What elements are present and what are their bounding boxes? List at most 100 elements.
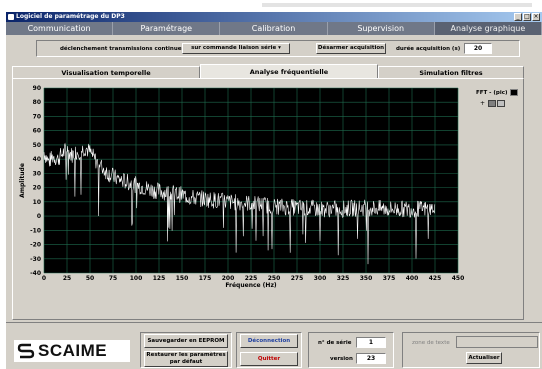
text-zone-group [402, 332, 540, 368]
subtab-label: Analyse fréquentielle [249, 68, 329, 76]
y-tick-label: 50 [33, 142, 41, 149]
tab-calibration[interactable]: Calibration [220, 22, 328, 35]
acquisition-button-label: Désarmer acquisition [317, 45, 385, 51]
y-tick-label: 60 [33, 128, 41, 135]
x-tick-label: 25 [63, 275, 71, 282]
y-tick-label: -30 [30, 256, 41, 263]
x-tick-label: 250 [268, 275, 281, 282]
disconnect-button[interactable]: Déconnection [240, 334, 298, 348]
tab-communication[interactable]: Communication [6, 22, 114, 35]
y-tick-label: 30 [33, 170, 41, 177]
scaime-logo-icon [17, 343, 35, 359]
disconnect-label: Déconnection [247, 338, 291, 344]
x-tick-label: 150 [176, 275, 189, 282]
maximize-icon[interactable]: □ [523, 13, 531, 21]
refresh-button[interactable]: Actualiser [466, 352, 502, 364]
serial-field: 1 [356, 337, 386, 348]
legend-swatch[interactable] [510, 89, 518, 96]
restore-label-line1: Restaurer les paramètres [146, 352, 226, 358]
x-tick-label: 50 [86, 275, 94, 282]
connection-group [236, 332, 302, 368]
minimize-icon[interactable]: _ [514, 13, 522, 21]
tab-analyse-graphique[interactable]: Analyse graphique [434, 22, 542, 35]
quit-label: Quitter [257, 356, 281, 362]
app-icon [8, 14, 14, 20]
tab-simulation-filtres[interactable]: Simulation filtres [378, 66, 524, 78]
title-bar: Logiciel de paramétrage du DP3 _ □ × [6, 12, 542, 22]
x-tick-label: 300 [314, 275, 327, 282]
pan-tool-icon[interactable] [497, 100, 505, 107]
text-zone-label: zone de texte [412, 340, 450, 346]
transmission-label: déclenchement transmissions continues [60, 46, 185, 52]
x-axis-label: Fréquence (Hz) [225, 282, 277, 289]
y-tick-label: -20 [30, 242, 41, 249]
x-tick-label: 75 [109, 275, 117, 282]
tab-panel [12, 78, 524, 320]
background-document-strip [252, 0, 542, 12]
tab-label: Communication [27, 24, 91, 33]
x-tick-label: 125 [153, 275, 166, 282]
chart-legend: FFT - (pic) + [474, 88, 518, 110]
window-title: Logiciel de paramétrage du DP3 [16, 13, 125, 20]
scaime-logo: SCAIME [14, 340, 130, 362]
y-tick-label: -40 [30, 270, 41, 277]
version-field: 23 [356, 353, 386, 364]
fft-chart: 0 25 50 75 100 125 150 175 200 225 250 275 300 325 350… [19, 85, 465, 289]
brand-name: SCAIME [38, 341, 108, 360]
y-axis-label: Amplitude [19, 163, 26, 198]
tab-label: Calibration [251, 24, 296, 33]
close-icon[interactable]: × [532, 13, 540, 21]
x-tick-label: 350 [360, 275, 373, 282]
x-tick-label: 325 [337, 275, 350, 282]
eeprom-group [140, 332, 232, 368]
transmission-select[interactable]: sur commande liaison série ▾ [182, 43, 290, 54]
device-info-group [308, 332, 394, 368]
restore-label-line2: par défaut [169, 359, 203, 365]
save-eeprom-button[interactable]: Sauvegarder en EEPROM [144, 334, 228, 348]
cursor-tool-icon[interactable]: + [480, 100, 486, 107]
x-tick-label: 400 [406, 275, 419, 282]
x-tick-label: 200 [222, 275, 235, 282]
x-tick-label: 425 [429, 275, 442, 282]
y-tick-label: 70 [33, 113, 41, 120]
transmission-value: sur commande liaison série [191, 45, 277, 51]
legend-series-label: FFT - (pic) [476, 90, 508, 96]
main-tab-bar: Communication Paramétrage Calibration Su… [6, 22, 542, 35]
text-zone-field[interactable] [456, 336, 538, 348]
y-tick-label: 40 [33, 156, 41, 163]
chevron-down-icon: ▾ [278, 45, 281, 51]
y-tick-label: 90 [33, 85, 41, 92]
y-tick-label: -10 [30, 227, 41, 234]
subtab-label: Simulation filtres [419, 69, 483, 77]
x-tick-label: 275 [291, 275, 304, 282]
subtab-label: Visualisation temporelle [61, 69, 151, 77]
x-tick-label: 100 [130, 275, 143, 282]
restore-defaults-button[interactable]: Restaurer les paramètres par défaut [144, 351, 228, 367]
tab-visualisation-temporelle[interactable]: Visualisation temporelle [12, 66, 200, 78]
tab-supervision[interactable]: Supervision [327, 22, 435, 35]
y-tick-label: 20 [33, 185, 41, 192]
serial-label: n° de série [318, 340, 352, 346]
acquisition-controls-group [36, 40, 520, 57]
save-eeprom-label: Sauvegarder en EEPROM [147, 338, 225, 344]
x-tick-label: 175 [199, 275, 212, 282]
x-tick-label: 0 [42, 275, 46, 282]
x-tick-label: 225 [245, 275, 258, 282]
tab-label: Paramétrage [140, 24, 193, 33]
y-tick-label: 10 [33, 199, 41, 206]
sub-tab-bar: Visualisation temporelle Analyse fréquen… [12, 64, 524, 78]
tab-label: Analyse graphique [450, 24, 526, 33]
tab-parametrage[interactable]: Paramétrage [113, 22, 221, 35]
duration-label: durée acquisition (s) [396, 46, 461, 52]
fft-trace-line [43, 142, 436, 265]
duration-field[interactable]: 20 [464, 43, 492, 54]
y-tick-label: 80 [33, 99, 41, 106]
quit-button[interactable]: Quitter [240, 352, 298, 366]
tab-analyse-frequentielle[interactable]: Analyse fréquentielle [200, 64, 378, 78]
refresh-label: Actualiser [468, 355, 500, 361]
tab-label: Supervision [357, 24, 405, 33]
zoom-tool-icon[interactable] [488, 100, 496, 107]
x-tick-label: 375 [383, 275, 396, 282]
disarm-acquisition-button[interactable]: Désarmer acquisition [316, 43, 386, 54]
x-tick-label: 450 [452, 275, 465, 282]
